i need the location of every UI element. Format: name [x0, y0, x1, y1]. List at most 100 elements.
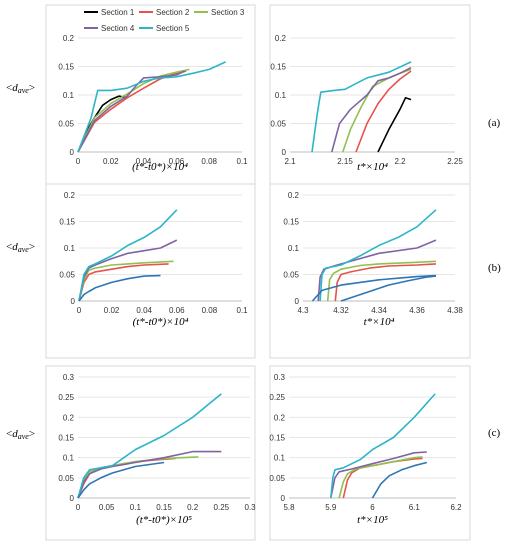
x-tick-label: 0.15	[156, 503, 172, 512]
y-tick-label: 0	[70, 148, 75, 157]
series-line	[77, 393, 222, 499]
y-tick-label: 0.2	[274, 413, 286, 422]
y-tick-label: 0.1	[63, 454, 75, 463]
panel-label-c: (c)	[488, 427, 501, 439]
y-tick-label: 0.3	[274, 373, 286, 382]
x-tick-label: 4.38	[447, 306, 463, 315]
series-line	[78, 239, 178, 302]
x-tick-label: 0.02	[103, 157, 119, 166]
y-tick-label: 0.1	[274, 454, 286, 463]
x-tick-label: 0.04	[136, 157, 152, 166]
y-tick-label: 0.15	[59, 218, 75, 227]
x-tick-label: 0.02	[104, 306, 120, 315]
y-tick-label: 0	[70, 494, 75, 503]
y-tick-label: 0.1	[63, 91, 75, 100]
x-tick-label: 0.1	[236, 157, 248, 166]
y-tick-label: 0.25	[269, 393, 285, 402]
x-tick-label: 0.05	[99, 503, 115, 512]
y-tick-label: 0	[295, 297, 300, 306]
plot-frame	[45, 183, 256, 359]
series-line	[78, 260, 174, 302]
legend-entry: Section 1	[101, 8, 135, 17]
row-label-b: <dave>	[6, 241, 35, 254]
plot-area: 0 0.05 0.1 0.15 0.2 0.25 0.3 0 0.05 0.1 0.15 0.2 0.2…	[58, 373, 256, 526]
x-tick-label: 0	[76, 157, 81, 166]
x-tick-label: 2.2	[394, 157, 406, 166]
x-tick-label: 0	[77, 306, 82, 315]
y-tick-label: 0.2	[275, 34, 287, 43]
x-axis-label: (t*-t0*)×10⁵	[136, 514, 192, 526]
x-tick-label: 0.2	[187, 503, 199, 512]
panel-a-right: 0 0.05 0.1 0.15 0.2 2.1 2.15 2.2 2.25 t*×10⁴	[269, 4, 471, 187]
y-tick-label: 0.15	[269, 434, 285, 443]
y-tick-label: 0.25	[58, 393, 74, 402]
y-tick-label: 0.1	[64, 244, 76, 253]
y-tick-label: 0	[281, 494, 286, 503]
x-axis-label: (t*-t0*)×10⁴	[133, 316, 189, 328]
y-tick-label: 0.05	[269, 474, 285, 483]
legend-entry: Section 4	[101, 24, 135, 33]
series-line	[319, 209, 437, 302]
series-line	[77, 70, 187, 153]
plot-area: 0 0.05 0.1 0.15 0.2 0.25 0.3 5.8 5.9 6 6.1 6.2 t*×10…	[269, 373, 462, 526]
plot-area: 0 0.05 0.1 0.15 0.2 0 0.02 0.04 0.06 0.08 0.1 (t*-t…	[58, 34, 248, 173]
legend-entry: Section 5	[156, 24, 190, 33]
legend: Section 1 Section 2 Section 3 Section 4 Sect…	[84, 8, 245, 33]
y-tick-label: 0.05	[283, 271, 299, 280]
series-line	[326, 260, 437, 302]
series-line	[311, 274, 437, 302]
series-line	[77, 68, 190, 153]
series-line	[338, 456, 423, 499]
x-tick-label: 0.1	[236, 306, 248, 315]
series-line	[331, 66, 412, 153]
x-tick-label: 6.1	[409, 503, 421, 512]
row-label-c: <dave>	[6, 428, 35, 441]
x-tick-label: 4.34	[371, 306, 387, 315]
y-tick-label: 0.15	[58, 63, 74, 72]
series-line	[311, 61, 412, 153]
plot-area: 0 0.05 0.1 0.15 0.2 2.1 2.15 2.2 2.25 t*×10⁴	[270, 34, 463, 173]
y-tick-label: 0	[282, 148, 287, 157]
panel-b-left: 0 0.05 0.1 0.15 0.2 0 0.02 0.04 0.06 0.08 0.1 (t*-t…	[45, 183, 256, 359]
series-line	[371, 461, 427, 499]
plot-area: 0 0.05 0.1 0.15 0.2 0 0.02 0.04 0.06 0.08 0.1 (t*-t…	[59, 191, 248, 328]
series-line	[77, 61, 226, 153]
x-axis-label: t*×10⁴	[357, 161, 388, 173]
x-tick-label: 5.9	[325, 503, 337, 512]
series-line	[78, 263, 169, 302]
row-label-a: <dave>	[6, 82, 35, 95]
y-tick-label: 0.1	[275, 91, 287, 100]
y-tick-label: 0.2	[64, 191, 76, 200]
series-line	[355, 70, 412, 153]
x-tick-label: 6	[370, 503, 375, 512]
y-tick-label: 0.2	[63, 34, 75, 43]
panel-c-right: 0 0.05 0.1 0.15 0.2 0.25 0.3 5.8 5.9 6 6.1 6.2 t*×10…	[269, 365, 471, 541]
x-axis-label: (t*-t0*)×10⁴	[132, 161, 188, 173]
y-tick-label: 0.05	[59, 271, 75, 280]
x-tick-label: 0.08	[202, 306, 218, 315]
series-line	[330, 451, 427, 499]
y-tick-label: 0.15	[283, 218, 299, 227]
x-tick-label: 4.36	[409, 306, 425, 315]
y-tick-label: 0.15	[270, 63, 286, 72]
x-tick-label: 0.06	[169, 306, 185, 315]
y-tick-label: 0.2	[63, 413, 75, 422]
series-line	[334, 263, 437, 302]
x-tick-label: 0.08	[201, 157, 217, 166]
x-axis-label: t*×10⁵	[357, 514, 388, 526]
y-tick-label: 0.2	[288, 191, 300, 200]
plot-frame	[269, 183, 471, 359]
y-tick-label: 0.1	[288, 244, 300, 253]
x-tick-label: 4.3	[297, 306, 309, 315]
x-tick-label: 2.1	[284, 157, 296, 166]
x-tick-label: 0.25	[214, 503, 230, 512]
series-line	[330, 393, 436, 499]
x-tick-label: 0.1	[130, 503, 142, 512]
series-line	[78, 274, 161, 302]
x-tick-label: 2.25	[447, 157, 463, 166]
panel-b-right: 0 0.05 0.1 0.15 0.2 4.3 4.32 4.34 4.36 4.38 t*×10⁴	[269, 183, 471, 359]
plot-frame	[269, 365, 471, 541]
y-tick-label: 0.05	[58, 120, 74, 129]
series-line	[77, 461, 165, 499]
x-tick-label: 5.8	[283, 503, 295, 512]
